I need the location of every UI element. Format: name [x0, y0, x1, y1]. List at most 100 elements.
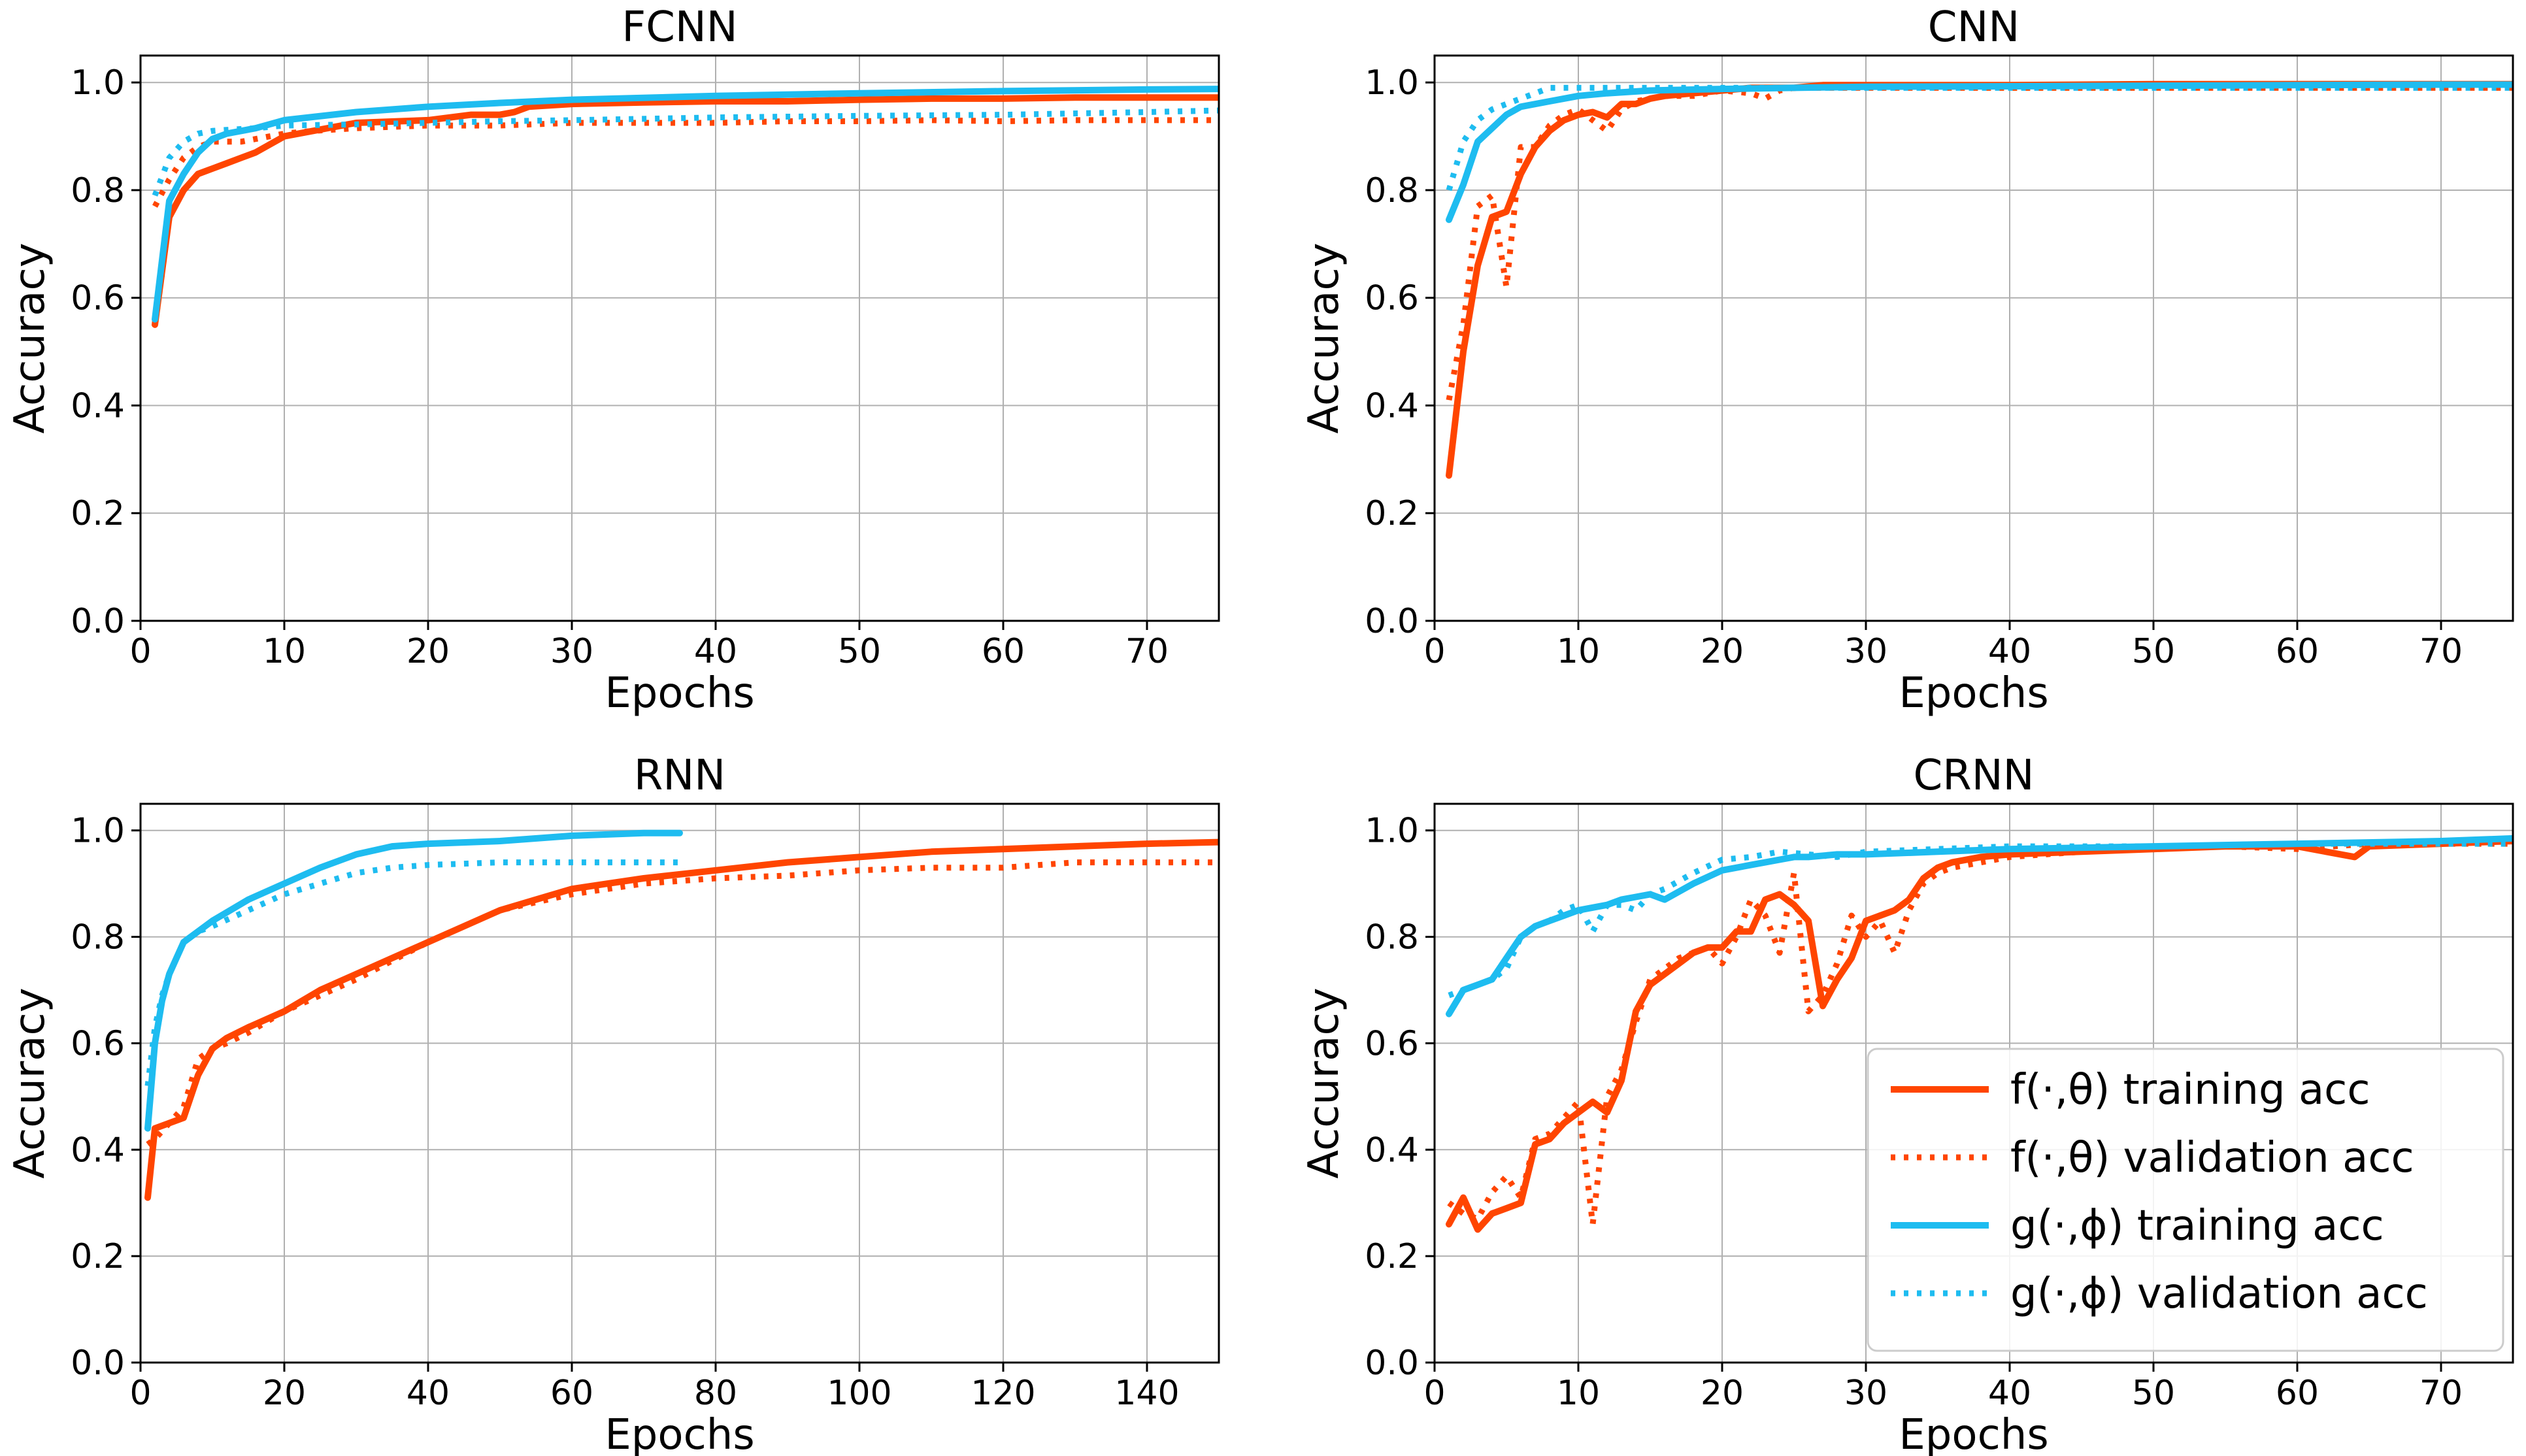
- x-tick-label: 70: [1125, 632, 1169, 671]
- y-tick-label: 0.8: [1365, 171, 1419, 210]
- series-group: [144, 829, 1219, 1201]
- series-line-g-validation: [1448, 840, 2513, 999]
- x-tick-label: 20: [407, 632, 450, 671]
- x-tick-label: 140: [1114, 1374, 1179, 1413]
- series-line-g-validation: [152, 107, 1219, 197]
- legend-label: g(·,ϕ) training acc: [2010, 1202, 2384, 1250]
- y-tick-label: 0.4: [1365, 386, 1419, 425]
- series-group: [1446, 835, 2513, 1233]
- x-tick-label: 0: [1423, 632, 1445, 671]
- series-line-f-training: [1446, 80, 2513, 479]
- y-tick-label: 0.0: [1365, 602, 1419, 641]
- series-line-g-training: [1446, 81, 2513, 223]
- y-tick-label: 0.8: [1365, 918, 1419, 957]
- y-tick-label: 1.0: [1365, 63, 1419, 103]
- chart-title: FCNN: [622, 3, 737, 52]
- x-tick-label: 20: [263, 1374, 306, 1413]
- x-tick-label: 40: [1988, 1374, 2031, 1413]
- y-tick-label: 1.0: [1365, 812, 1419, 851]
- x-tick-label: 60: [550, 1374, 593, 1413]
- chart-panel-fcnn: 0 10 20 30 40 50 60 70 0.0 0.2 0.4 0.6 0.8 1.0 FCNN Epo…: [6, 3, 1220, 718]
- x-axis-label: Epochs: [605, 1411, 754, 1456]
- plot-frame: [1433, 54, 2514, 622]
- y-tick-label: 0.6: [1365, 279, 1419, 318]
- x-tick-label: 40: [1988, 632, 2031, 671]
- plot-frame: [139, 54, 1220, 622]
- y-tick-label: 0.4: [71, 1131, 125, 1170]
- series-line-f-validation: [1446, 84, 2513, 401]
- y-axis-label: Accuracy: [1300, 242, 1348, 433]
- x-tick-label: 0: [129, 1374, 151, 1413]
- plot-frame: [1433, 802, 2514, 1364]
- x-tick-label: 70: [2419, 1374, 2463, 1413]
- x-tick-label: 50: [2132, 632, 2175, 671]
- legend-label: g(·,ϕ) validation acc: [2010, 1270, 2428, 1318]
- y-tick-label: 1.0: [71, 63, 125, 103]
- x-tick-label: 50: [838, 632, 881, 671]
- y-tick-label: 0.2: [1365, 1237, 1419, 1276]
- x-tick-label: 30: [1844, 1374, 1887, 1413]
- chart-title: CNN: [1928, 3, 2019, 52]
- y-tick-label: 0.0: [1365, 1344, 1419, 1383]
- y-tick-label: 0.8: [71, 171, 125, 210]
- x-tick-label: 40: [407, 1374, 450, 1413]
- chart-panel-crnn: 0 10 20 30 40 50 60 70 0.0 0.2 0.4 0.6 0.8 1.0 CRNN Epo…: [1300, 752, 2514, 1456]
- x-tick-label: 50: [2132, 1374, 2175, 1413]
- plot-frame: [139, 802, 1220, 1364]
- series-line-f-validation: [146, 859, 1219, 1147]
- series-line-g-validation: [1446, 84, 2513, 191]
- chart-panel-rnn: 0 20 40 60 80 100 120 140 0.0 0.2 0.4 0.6 0.8 1.0 RNN E…: [6, 752, 1220, 1456]
- x-tick-label: 60: [2276, 1374, 2319, 1413]
- series-line-f-training: [144, 838, 1219, 1201]
- legend: f(·,θ) training acc f(·,θ) validation acc…: [1867, 1048, 2504, 1352]
- series-line-f-validation: [1447, 840, 2513, 1227]
- y-axis-label: Accuracy: [1300, 987, 1348, 1178]
- y-tick-label: 1.0: [71, 812, 125, 851]
- y-tick-label: 0.2: [71, 1237, 125, 1276]
- chart-title: RNN: [634, 752, 725, 800]
- y-tick-label: 0.8: [71, 918, 125, 957]
- x-tick-label: 20: [1701, 632, 1744, 671]
- y-axis-label: Accuracy: [6, 987, 54, 1178]
- y-tick-label: 0.6: [71, 1024, 125, 1063]
- x-tick-label: 120: [971, 1374, 1035, 1413]
- x-axis-label: Epochs: [1899, 669, 2048, 718]
- x-tick-label: 80: [694, 1374, 737, 1413]
- legend-label: f(·,θ) validation acc: [2010, 1134, 2414, 1182]
- chart-title: CRNN: [1914, 752, 2035, 800]
- series-line-g-training: [1446, 835, 2513, 1018]
- y-tick-label: 0.6: [71, 279, 125, 318]
- series-group: [1446, 80, 2513, 479]
- x-tick-label: 0: [1423, 1374, 1445, 1413]
- x-tick-label: 10: [1557, 1374, 1600, 1413]
- x-tick-label: 20: [1701, 1374, 1744, 1413]
- x-tick-label: 70: [2419, 632, 2463, 671]
- y-tick-label: 0.2: [1365, 494, 1419, 533]
- series-line-g-training: [144, 829, 683, 1132]
- x-tick-label: 30: [550, 632, 593, 671]
- x-axis-label: Epochs: [1899, 1411, 2048, 1456]
- y-tick-label: 0.0: [71, 1344, 125, 1383]
- y-tick-label: 0.6: [1365, 1024, 1419, 1063]
- y-tick-label: 0.2: [71, 494, 125, 533]
- y-axis-label: Accuracy: [6, 242, 54, 433]
- y-tick-label: 0.4: [1365, 1131, 1419, 1170]
- x-tick-label: 40: [694, 632, 737, 671]
- x-tick-label: 100: [827, 1374, 891, 1413]
- y-tick-label: 0.0: [71, 602, 125, 641]
- x-tick-label: 60: [2276, 632, 2319, 671]
- chart-panel-cnn: 0 10 20 30 40 50 60 70 0.0 0.2 0.4 0.6 0.8 1.0 CNN Epoc…: [1300, 3, 2514, 718]
- series-line-g-validation: [144, 859, 680, 1087]
- legend-box: [1867, 1048, 2504, 1352]
- y-tick-label: 0.4: [71, 386, 125, 425]
- x-tick-label: 10: [263, 632, 306, 671]
- x-axis-label: Epochs: [605, 669, 754, 718]
- series-group: [152, 86, 1219, 328]
- x-tick-label: 30: [1844, 632, 1887, 671]
- x-tick-label: 0: [129, 632, 151, 671]
- series-line-f-training: [152, 94, 1219, 328]
- x-tick-label: 10: [1557, 632, 1600, 671]
- series-line-g-training: [152, 86, 1219, 323]
- series-line-f-training: [1446, 838, 2513, 1233]
